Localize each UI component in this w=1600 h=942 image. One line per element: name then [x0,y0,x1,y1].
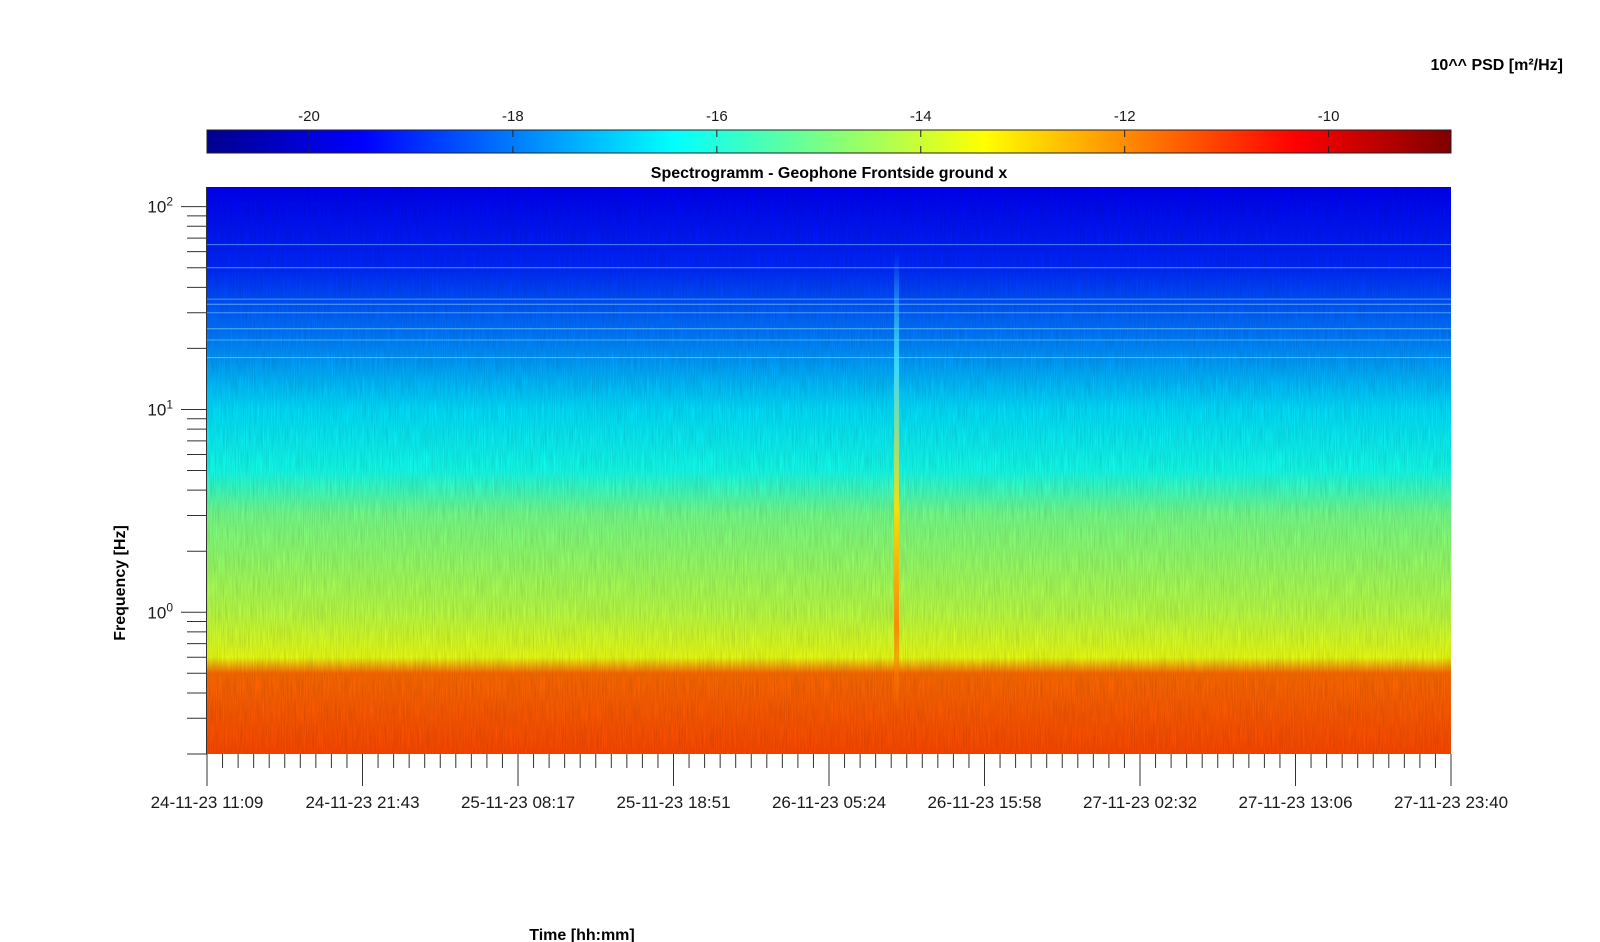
x-tick-label: 25-11-23 08:17 [461,793,575,812]
colorbar-tick-label: -16 [706,108,728,125]
colorbar-tick-label: -14 [910,108,932,125]
spectrogram-texture [207,187,1451,754]
y-tick-label: 100 [147,600,173,622]
colorbar-tick-label: -20 [298,108,320,125]
chart-title: Spectrogramm - Geophone Frontside ground… [651,165,1008,182]
colorbar-label: 10^^ PSD [m²/Hz] [1431,57,1563,74]
y-axis-label: Frequency [Hz] [112,525,129,641]
x-tick-label: 26-11-23 15:58 [927,793,1041,812]
x-axis: 24-11-23 11:09 24-11-23 21:43 25-11-23 08:… [151,754,1508,812]
colorbar: -20 -18 -16 -14 -12 -10 [206,108,1452,154]
x-tick-label: 24-11-23 11:09 [151,793,264,812]
events-layer [894,251,900,719]
x-tick-label: 27-11-23 13:06 [1238,793,1352,812]
x-tick-label: 24-11-23 21:43 [305,793,419,812]
colorbar-gradient [206,129,1452,154]
x-tick-label: 27-11-23 23:40 [1394,793,1508,812]
colorbar-tick-label: -12 [1114,108,1136,125]
x-tick-label: 27-11-23 02:32 [1083,793,1197,812]
colorbar-tick-label: -10 [1318,108,1340,125]
colorbar-ticks: -20 -18 -16 -14 -12 -10 [298,108,1339,153]
event-spike [894,251,900,719]
x-tick-label: 25-11-23 18:51 [616,793,730,812]
y-tick-label: 102 [147,195,173,217]
harmonic-lines [207,244,1451,359]
plot-area [207,187,1451,754]
y-tick-label: 101 [147,397,173,419]
colorbar-tick-label: -18 [502,108,524,125]
y-axis: 100 101 102 [147,187,207,755]
x-tick-label: 26-11-23 05:24 [772,793,886,812]
x-axis-label: Time [hh:mm] [529,927,634,942]
